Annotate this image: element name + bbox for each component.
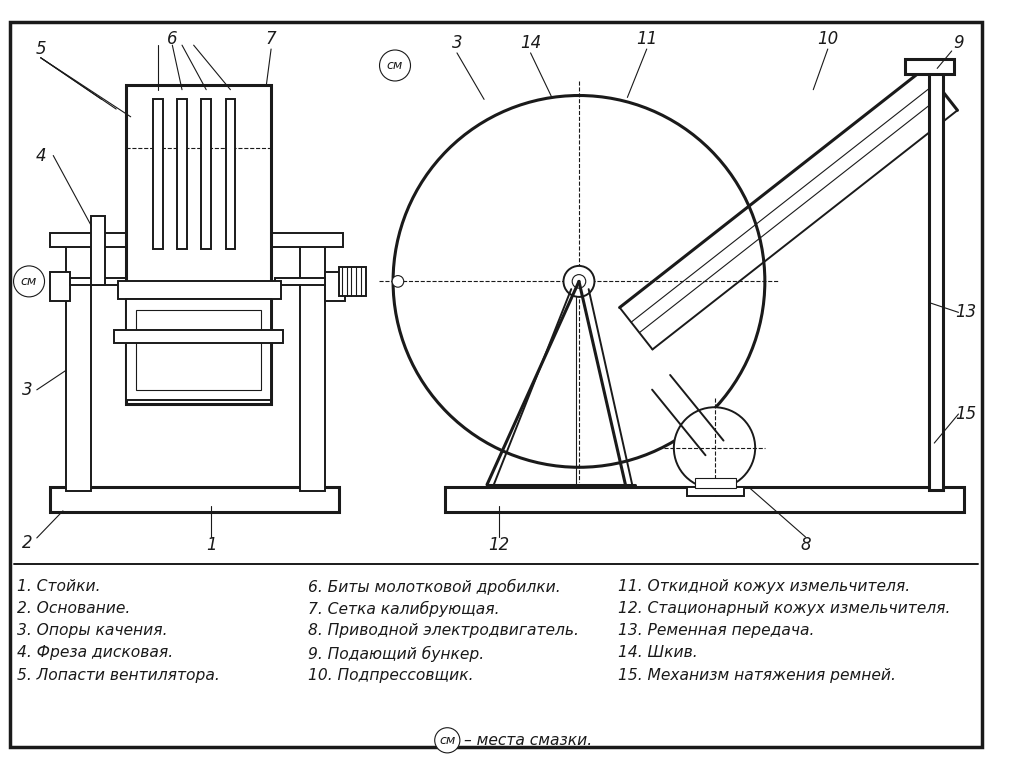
Bar (50, 233, 343, 247)
Text: 6. Биты молотковой дробилки.: 6. Биты молотковой дробилки. (308, 578, 560, 594)
Bar (326, 271, 345, 301)
Circle shape (674, 408, 755, 488)
Text: 15: 15 (955, 405, 977, 423)
Bar (695, 478, 736, 488)
Bar (70, 278, 128, 285)
Circle shape (435, 727, 460, 753)
Text: 8: 8 (800, 536, 811, 554)
Circle shape (380, 50, 411, 81)
Text: 3. Опоры качения.: 3. Опоры качения. (17, 623, 168, 638)
Text: 1: 1 (206, 536, 216, 554)
Text: см: см (439, 734, 456, 747)
Bar (202, 99, 211, 249)
Text: 12: 12 (488, 536, 509, 554)
Bar (445, 487, 965, 512)
Bar (126, 299, 271, 401)
Text: 9: 9 (953, 34, 964, 52)
Circle shape (392, 275, 403, 287)
Text: 15. Механизм натяжения ремней.: 15. Механизм натяжения ремней. (617, 667, 896, 683)
Bar (66, 235, 91, 491)
Text: 4. Фреза дисковая.: 4. Фреза дисковая. (17, 645, 173, 661)
Bar (115, 330, 283, 343)
Text: 3: 3 (452, 34, 462, 52)
Circle shape (563, 266, 595, 297)
Bar (339, 267, 366, 296)
Text: 6: 6 (167, 30, 177, 48)
Bar (275, 278, 326, 285)
Bar (905, 58, 953, 74)
Text: 10. Подпрессовщик.: 10. Подпрессовщик. (308, 667, 473, 683)
Text: см: см (387, 59, 403, 72)
Text: 3: 3 (22, 381, 33, 399)
Circle shape (13, 266, 44, 297)
Bar (687, 487, 743, 496)
Text: 11. Откидной кожух измельчителя.: 11. Откидной кожух измельчителя. (617, 578, 909, 594)
Text: – места смазки.: – места смазки. (464, 733, 592, 747)
Bar (50, 487, 339, 512)
Text: 8. Приводной электродвигатель.: 8. Приводной электродвигатель. (308, 623, 579, 638)
Text: 5: 5 (36, 40, 46, 58)
Text: 2. Основание.: 2. Основание. (17, 601, 131, 616)
Text: 4: 4 (36, 147, 46, 165)
Bar (177, 99, 186, 249)
Text: 1. Стойки.: 1. Стойки. (17, 578, 101, 594)
Bar (135, 311, 261, 390)
Text: 13. Ременная передача.: 13. Ременная передача. (617, 623, 814, 638)
Bar (930, 68, 943, 490)
Text: 11: 11 (636, 30, 657, 48)
Text: 9. Подающий бункер.: 9. Подающий бункер. (308, 645, 484, 661)
Text: 12. Стационарный кожух измельчителя.: 12. Стационарный кожух измельчителя. (617, 601, 950, 616)
Text: 14: 14 (520, 34, 541, 52)
Bar (91, 215, 104, 285)
Text: 13: 13 (955, 304, 977, 321)
Text: 7: 7 (266, 30, 276, 48)
Text: см: см (20, 275, 37, 288)
Text: 5. Лопасти вентилятора.: 5. Лопасти вентилятора. (17, 667, 220, 683)
Bar (118, 281, 281, 299)
Bar (50, 271, 70, 301)
Circle shape (572, 275, 586, 288)
Text: 10: 10 (817, 30, 839, 48)
Bar (225, 99, 236, 249)
Bar (153, 99, 163, 249)
Circle shape (393, 95, 765, 468)
Text: 7. Сетка калибрующая.: 7. Сетка калибрующая. (308, 601, 500, 617)
Text: 14. Шкив.: 14. Шкив. (617, 645, 697, 661)
Bar (300, 235, 326, 491)
Text: 2: 2 (22, 534, 33, 552)
Bar (126, 85, 271, 404)
